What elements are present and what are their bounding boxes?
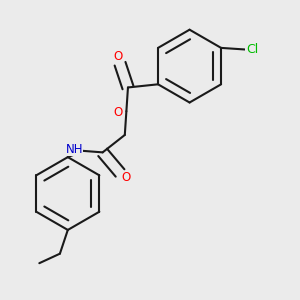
Text: NH: NH — [65, 143, 83, 156]
Text: O: O — [122, 171, 131, 184]
Text: Cl: Cl — [246, 43, 258, 56]
Text: O: O — [114, 106, 123, 119]
Text: O: O — [114, 50, 123, 63]
